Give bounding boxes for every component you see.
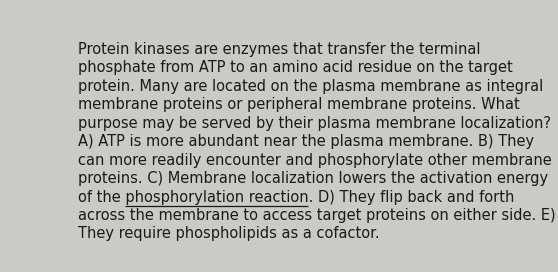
Text: phosphate from ATP to an amino acid residue on the target: phosphate from ATP to an amino acid resi…	[78, 60, 512, 76]
Text: Protein kinases are enzymes that transfer the terminal: Protein kinases are enzymes that transfe…	[78, 42, 480, 57]
Text: proteins. C) Membrane localization lowers the activation energy: proteins. C) Membrane localization lower…	[78, 171, 547, 186]
Text: can more readily encounter and phosphorylate other membrane: can more readily encounter and phosphory…	[78, 153, 551, 168]
Text: of the phosphorylation reaction. D) They flip back and forth: of the phosphorylation reaction. D) They…	[78, 190, 514, 205]
Text: protein. Many are located on the plasma membrane as integral: protein. Many are located on the plasma …	[78, 79, 543, 94]
Text: They require phospholipids as a cofactor.: They require phospholipids as a cofactor…	[78, 226, 379, 241]
Text: purpose may be served by their plasma membrane localization?: purpose may be served by their plasma me…	[78, 116, 551, 131]
Text: of the: of the	[78, 190, 125, 205]
Text: A) ATP is more abundant near the plasma membrane. B) They: A) ATP is more abundant near the plasma …	[78, 134, 533, 149]
Text: across the membrane to access target proteins on either side. E): across the membrane to access target pro…	[78, 208, 555, 223]
Text: of the phosphorylation reaction: of the phosphorylation reaction	[78, 190, 308, 205]
Text: membrane proteins or peripheral membrane proteins. What: membrane proteins or peripheral membrane…	[78, 97, 519, 112]
